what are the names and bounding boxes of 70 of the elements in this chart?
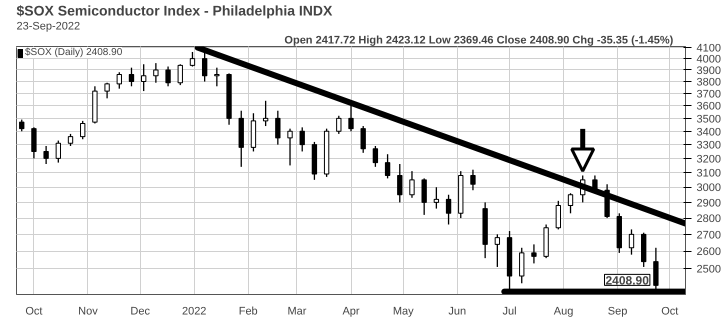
- candlestick: [141, 64, 146, 92]
- y-tick-label: 4100: [696, 42, 721, 55]
- candlestick: [43, 145, 49, 165]
- x-tick-label: Dec: [130, 306, 150, 318]
- annotation: Open 2417.72 High 2423.12 Low 2369.46 Close 2408.90 Chg -35.35 (-1.45%): [284, 34, 674, 46]
- candlestick: [494, 234, 500, 268]
- x-tick-label: May: [392, 306, 414, 318]
- candlestick: [372, 145, 378, 168]
- candlestick: [31, 126, 37, 160]
- y-tick-label: 3200: [696, 153, 721, 166]
- candlestick: [56, 140, 61, 164]
- y-tick-label: 4000: [696, 54, 721, 66]
- candlestick: [519, 247, 524, 284]
- y-tick-label: 3400: [696, 126, 721, 138]
- y-tick-label: 3100: [696, 168, 721, 180]
- candlestick: [336, 115, 342, 135]
- x-tick-label: Feb: [238, 306, 258, 318]
- x-tick-label: Jun: [448, 306, 466, 318]
- y-tick-label: 3700: [696, 88, 721, 100]
- candlestick: [275, 110, 281, 146]
- annotation: 2408.90: [606, 273, 650, 288]
- y-tick-label: 3300: [696, 140, 721, 152]
- candlestick: [556, 200, 561, 230]
- candlestick: [531, 244, 537, 264]
- x-tick-label: Jul: [502, 306, 517, 318]
- candlestick: [262, 100, 268, 127]
- y-tick-label: 3500: [696, 113, 721, 126]
- candlestick: [116, 72, 122, 90]
- candlestick: [165, 66, 171, 87]
- candlestick: [178, 64, 183, 86]
- candlestick: [397, 163, 402, 204]
- x-tick-label: Apr: [342, 306, 360, 318]
- y-tick-label: 3800: [696, 76, 721, 89]
- x-tick-label: 2022: [182, 306, 206, 318]
- y-tick-label: 3600: [696, 100, 721, 113]
- y-tick-label: 2700: [696, 229, 721, 242]
- candlestick: [80, 120, 86, 140]
- candlestick: [470, 169, 476, 191]
- chart-title: $SOX Semiconductor Index - Philadelphia INDX: [16, 2, 334, 18]
- y-tick-label: 2800: [696, 213, 721, 226]
- candlestick: [434, 186, 440, 210]
- chart-subtitle: 23-Sep-2022: [16, 20, 80, 32]
- y-tick-label: 2900: [696, 197, 721, 210]
- candlestick: [568, 192, 574, 214]
- legend-label: $SOX (Daily) 2408.90: [25, 47, 122, 58]
- y-tick-label: 3000: [696, 182, 721, 194]
- candlestick: [628, 228, 634, 256]
- x-tick-label: Nov: [78, 306, 98, 318]
- x-tick-label: Mar: [288, 306, 307, 318]
- candlestick: [409, 170, 415, 198]
- x-tick-label: Oct: [661, 306, 678, 318]
- candlestick: [287, 128, 293, 166]
- x-tick-label: Oct: [25, 306, 42, 318]
- x-tick-label: Sep: [608, 306, 628, 318]
- y-tick-label: 3900: [696, 64, 721, 77]
- candlestick: [104, 82, 110, 99]
- candlestick: [446, 194, 452, 226]
- candlestick: [153, 62, 159, 84]
- candlestick: [300, 126, 305, 152]
- candlestick: [68, 133, 74, 147]
- x-tick-label: Aug: [554, 306, 574, 318]
- candlestick: [128, 67, 134, 87]
- candlestick: [360, 125, 366, 154]
- candlestick: [19, 118, 24, 132]
- y-tick-label: 2500: [696, 264, 721, 276]
- candlestick: [214, 67, 220, 87]
- candlestick: [190, 51, 196, 68]
- y-tick-label: 2600: [696, 246, 721, 258]
- candlestick: [384, 154, 390, 180]
- candlestick: [421, 178, 427, 216]
